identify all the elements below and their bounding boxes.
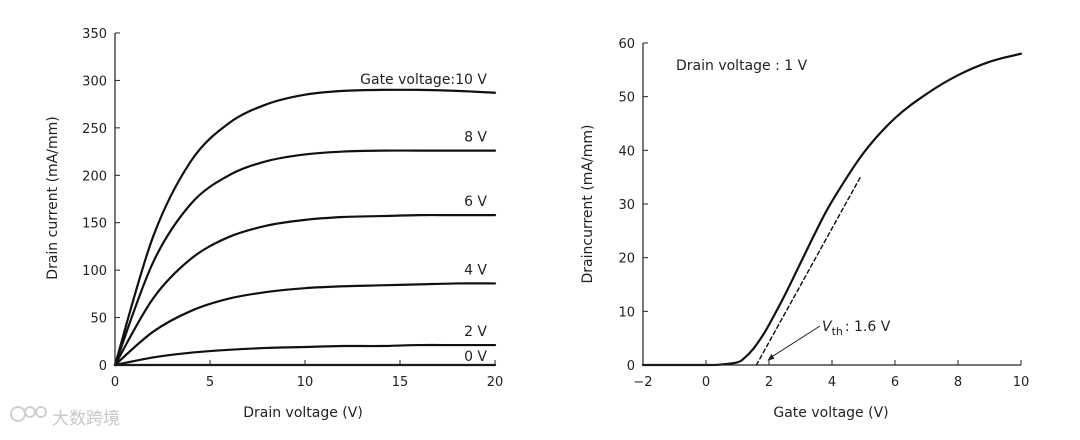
chart2-vth-annotation: Vth: 1.6 V [767, 319, 891, 361]
chart2-x-tick-label: 4 [828, 375, 836, 390]
chart2-y-tick-label: 40 [618, 144, 635, 159]
vth-arrow-line [770, 325, 821, 359]
chart1-series-line-0 [113, 88, 497, 367]
chart1-series-line-3 [113, 282, 497, 367]
chart2-y-tick-label: 20 [618, 252, 635, 267]
vth-label: Vth: 1.6 V [822, 319, 891, 338]
chart1-x-tick-label: 5 [206, 375, 214, 390]
vth-arrow-head-icon [767, 353, 775, 361]
chart2-drain-voltage-annotation: Drain voltage : 1 V [676, 58, 808, 74]
chart1-y-tick-label: 0 [99, 359, 107, 374]
chart2-x-axis-label: Gate voltage (V) [773, 405, 888, 421]
chart1-curve-label: 8 V [464, 130, 487, 146]
chart2-series-group [641, 52, 1023, 367]
chart1-series-group [113, 88, 497, 367]
chart1-curve-label: Gate voltage:10 V [360, 72, 487, 88]
vth-symbol: V [822, 319, 833, 335]
chart2-y-tick-label: 10 [618, 305, 635, 320]
chart1-curve-label: 4 V [464, 262, 487, 278]
vth-subscript: th [832, 325, 843, 338]
chart1-series-line-2 [113, 213, 497, 367]
chart1-x-tick-label: 20 [487, 375, 504, 390]
chart2-x-tick-label: 2 [765, 375, 773, 390]
watermark-logo-icon [10, 406, 47, 422]
chart2-x-tick-label: −2 [633, 375, 652, 390]
chart1-y-tick-label: 100 [82, 264, 107, 279]
chart1-y-tick-label: 200 [82, 169, 107, 184]
chart1-curve-labels: Gate voltage:10 V 8 V 6 V 4 V 2 V 0 V [360, 72, 487, 365]
chart2-y-axis-label: Draincurrent (mA/mm) [580, 125, 596, 284]
chart2-axes [642, 43, 1021, 366]
chart1-curve-label: 2 V [464, 324, 487, 340]
chart1-series-line-4 [113, 343, 497, 367]
chart2-y-tick-label: 30 [618, 198, 635, 213]
chart2-x-tick-label: 8 [954, 375, 962, 390]
chart1-curve-label: 0 V [464, 349, 487, 365]
chart1-y-tick-label: 300 [82, 74, 107, 89]
chart2-y-tick-label: 50 [618, 91, 635, 106]
chart1-curve-label: 6 V [464, 194, 487, 210]
chart1-series-line-1 [113, 149, 497, 367]
chart2-x-tick-label: 0 [702, 375, 710, 390]
chart2-series-line-0 [641, 52, 1023, 367]
chart2-x-tick-label: 6 [891, 375, 899, 390]
chart1-x-tick-label: 10 [297, 375, 314, 390]
chart1-x-axis-label: Drain voltage (V) [243, 405, 363, 421]
chart2-x-tick-label: 10 [1013, 375, 1030, 390]
chart2-series-line-1 [755, 176, 862, 366]
chart1-y-tick-label: 350 [82, 27, 107, 42]
chart1-y-axis-label: Drain current (mA/mm) [45, 116, 61, 279]
watermark-text: 大数跨境 [52, 409, 120, 429]
chart1-x-tick-label: 0 [111, 375, 119, 390]
chart1-y-tick-label: 250 [82, 122, 107, 137]
chart2-y-tick-label: 60 [618, 37, 635, 52]
chart1-y-tick-label: 150 [82, 217, 107, 232]
chart1-x-tick-label: 15 [392, 375, 409, 390]
vth-value: : 1.6 V [845, 319, 891, 335]
watermark: 大数跨境 [10, 406, 120, 429]
chart2-y-tick-label: 0 [627, 359, 635, 374]
chart1-y-tick-label: 50 [90, 312, 107, 327]
